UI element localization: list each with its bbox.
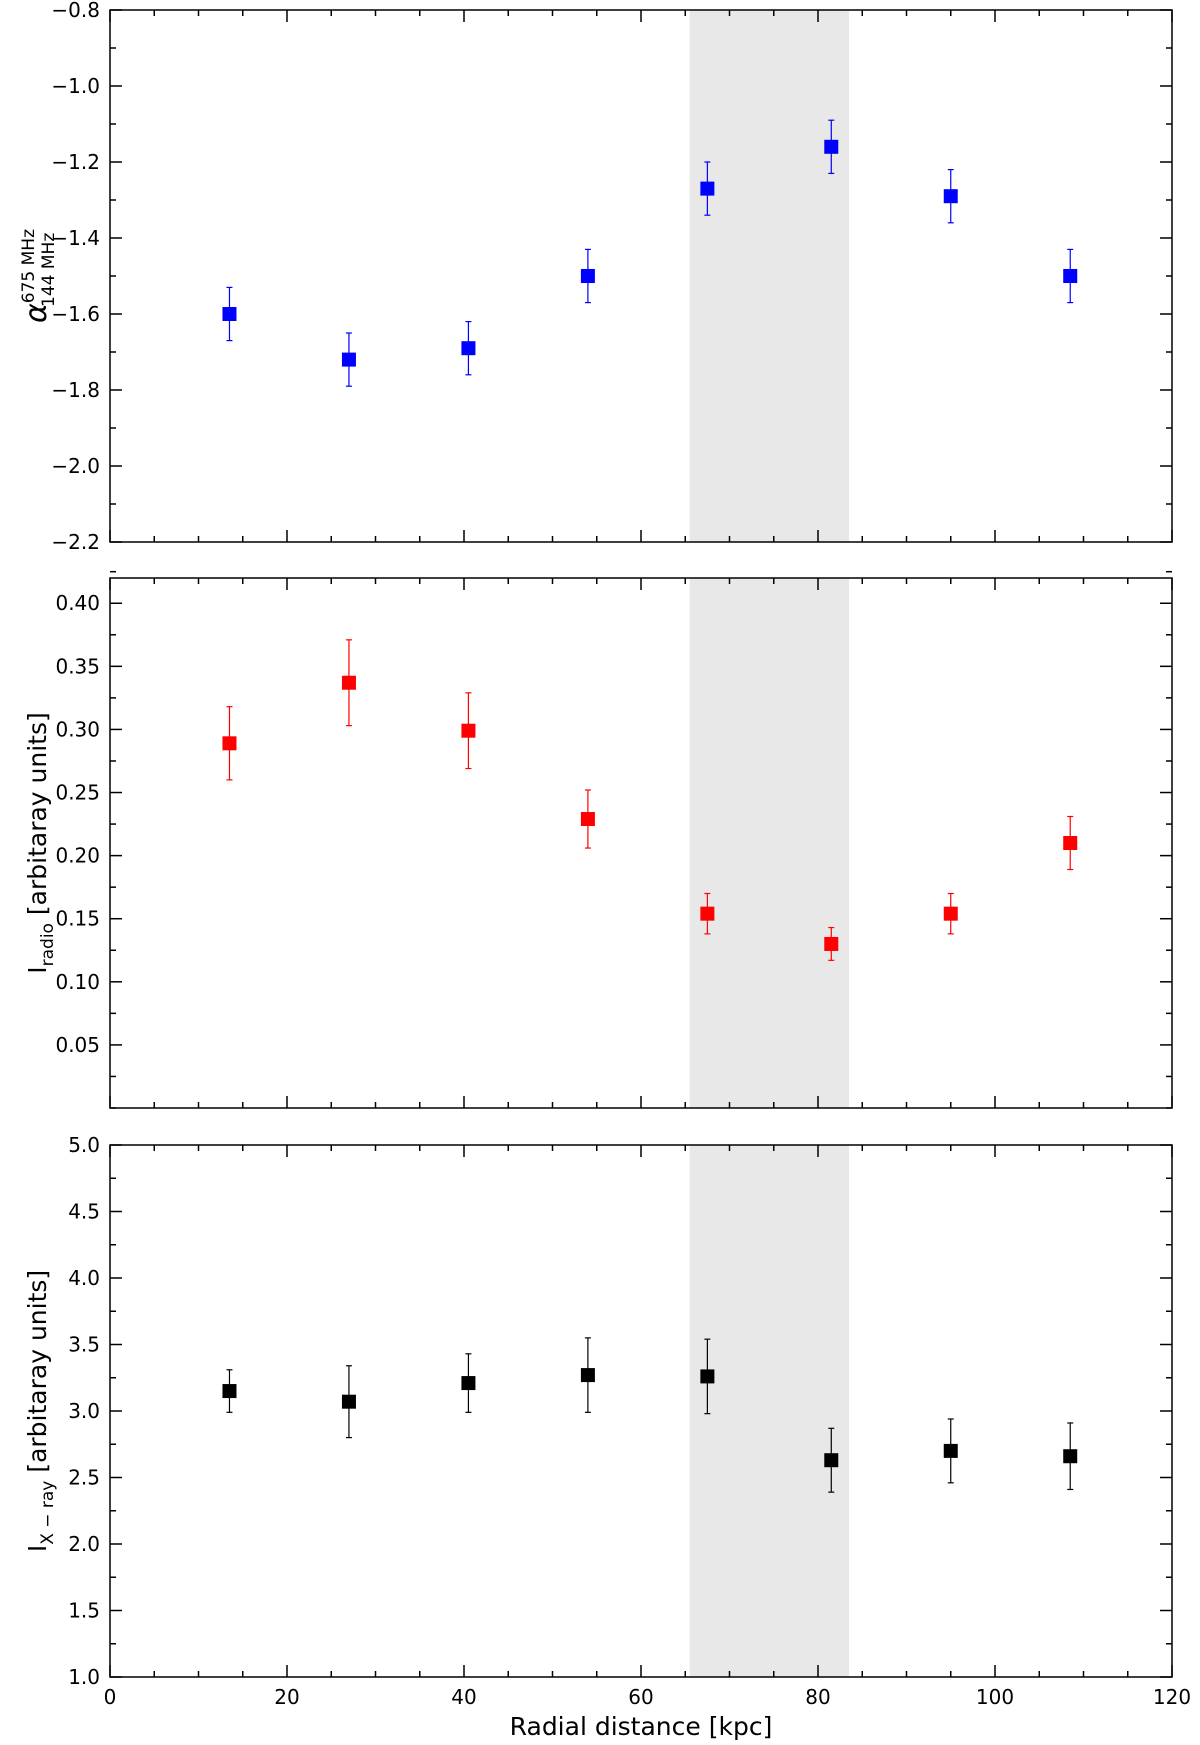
y-tick-label: −1.4 [51, 226, 100, 250]
data-point [461, 723, 476, 738]
y-tick-label: 5.0 [68, 1133, 100, 1157]
panel-spectral-index: α675 MHz144 MHz −2.2 −2.0 −1.8 −1.6 −1.4 −1.2… [19, 0, 1173, 554]
y-tick-label: −1.0 [51, 74, 100, 98]
x-tick-label: 60 [628, 1685, 653, 1709]
y-tick-label: 3.5 [68, 1333, 100, 1357]
data-point [580, 1368, 595, 1383]
plot-frame-xray-intensity [109, 1144, 1173, 1678]
data-point [1063, 269, 1078, 283]
y-tick-label: 0.25 [55, 781, 100, 805]
data-point [222, 1384, 237, 1399]
data-point [222, 736, 237, 751]
panel-xray-intensity: IX − ray [arbitaray units] 1.0 1.5 2.0 2.5 3… [23, 1133, 1173, 1689]
data-point [580, 812, 595, 827]
data-point [700, 906, 715, 921]
y-tick-label: 0.05 [55, 1033, 100, 1057]
y-axis-label-spectral-index: α675 MHz144 MHz [19, 229, 59, 323]
data-point [341, 675, 356, 690]
plot-frame-radio-intensity [109, 577, 1173, 1109]
data-point [461, 341, 476, 356]
data-point [824, 936, 839, 951]
y-tick-label: 2.5 [68, 1466, 100, 1490]
y-tick-label: −2.0 [51, 454, 100, 478]
data-point [341, 352, 356, 367]
y-tick-label: 1.0 [68, 1665, 100, 1689]
y-tick-label: 3.0 [68, 1399, 100, 1423]
y-tick-label: 4.5 [68, 1200, 100, 1224]
data-point [943, 189, 958, 204]
data-point [700, 1369, 715, 1384]
data-point [461, 1376, 476, 1391]
y-tick-label: 0.20 [55, 844, 100, 868]
y-axis-label-xray-intensity: IX − ray [arbitaray units] [23, 1270, 58, 1552]
data-point [1063, 836, 1078, 850]
x-tick-label: 40 [451, 1685, 476, 1709]
data-point [700, 181, 715, 196]
x-axis-label: Radial distance [kpc] [510, 1712, 773, 1741]
x-tick-label: 120 [1153, 1685, 1191, 1709]
y-tick-label: −0.8 [51, 0, 100, 22]
y-tick-label: 0.15 [55, 907, 100, 931]
y-tick-label: 2.0 [68, 1532, 100, 1556]
data-point [580, 269, 595, 283]
y-tick-label: 4.0 [68, 1266, 100, 1290]
y-tick-label: 1.5 [68, 1599, 100, 1623]
x-tick-label: 80 [805, 1685, 830, 1709]
panel-radio-intensity: Iradio [arbitaray units] 0.05 0.10 0.15 0.2… [23, 570, 1173, 1109]
y-tick-label: −1.6 [51, 302, 100, 326]
shaded-region-xray-intensity [689, 1145, 849, 1677]
data-point [1063, 1449, 1078, 1464]
data-point [824, 139, 839, 154]
plot-frame-spectral-index [109, 9, 1173, 543]
x-tick-label: 0 [104, 1685, 117, 1709]
shaded-region-radio-intensity [689, 578, 849, 1108]
data-point [943, 1443, 958, 1458]
data-point [824, 1453, 839, 1468]
x-tick-label: 100 [976, 1685, 1014, 1709]
data-point [341, 1394, 356, 1409]
y-tick-label: −1.8 [51, 378, 100, 402]
y-tick-label: −2.2 [51, 530, 100, 554]
y-axis-label-radio-intensity: Iradio [arbitaray units] [23, 712, 58, 974]
y-tick-label: −1.2 [51, 150, 100, 174]
y-tick-label: 0.40 [55, 591, 100, 615]
y-tick-label: 0.30 [55, 717, 100, 741]
y-tick-label: 0.10 [55, 970, 100, 994]
data-point [943, 906, 958, 921]
shaded-region-spectral-index [689, 10, 849, 542]
data-point [222, 307, 237, 321]
x-tick-label: 20 [274, 1685, 299, 1709]
y-tick-label: 0.35 [55, 654, 100, 678]
